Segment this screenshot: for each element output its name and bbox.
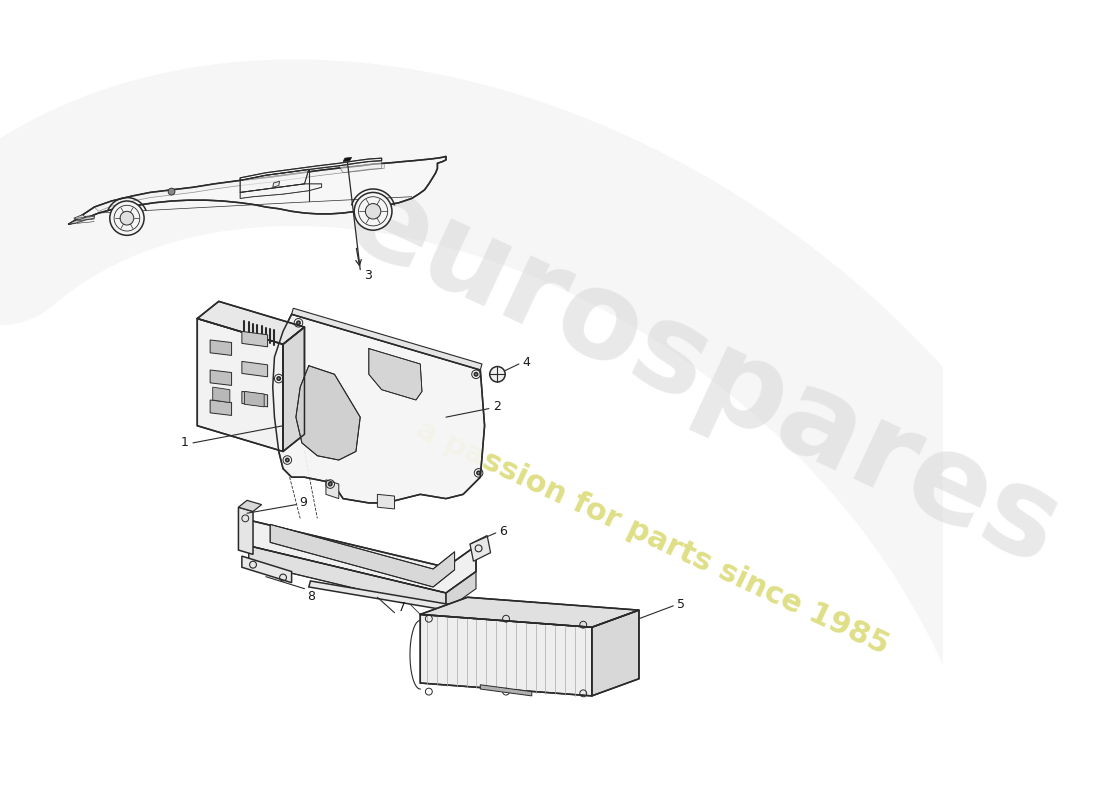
Text: a passion for parts since 1985: a passion for parts since 1985 [410, 414, 893, 660]
Text: 5: 5 [676, 598, 684, 610]
Text: 9: 9 [299, 497, 307, 510]
Polygon shape [210, 340, 232, 355]
Polygon shape [197, 302, 305, 344]
Polygon shape [309, 581, 448, 610]
Polygon shape [368, 349, 422, 400]
Text: 2: 2 [493, 400, 500, 414]
Polygon shape [377, 494, 395, 509]
Circle shape [490, 366, 505, 382]
Polygon shape [446, 571, 476, 610]
Polygon shape [420, 598, 639, 627]
Polygon shape [197, 318, 283, 451]
Polygon shape [242, 331, 267, 347]
Polygon shape [242, 556, 292, 582]
Text: 8: 8 [307, 590, 315, 603]
Polygon shape [249, 546, 446, 610]
Circle shape [110, 201, 144, 235]
Text: 3: 3 [364, 269, 373, 282]
Polygon shape [239, 507, 253, 554]
Circle shape [286, 458, 289, 462]
Polygon shape [242, 362, 267, 377]
Polygon shape [249, 520, 476, 593]
Polygon shape [74, 214, 86, 220]
Polygon shape [212, 387, 230, 402]
Circle shape [474, 373, 477, 376]
Circle shape [354, 193, 392, 230]
Circle shape [297, 321, 300, 325]
Circle shape [120, 211, 134, 225]
Polygon shape [240, 170, 309, 193]
Text: 7: 7 [398, 602, 406, 614]
Circle shape [277, 377, 280, 380]
Polygon shape [339, 161, 382, 173]
Polygon shape [240, 158, 382, 181]
Circle shape [477, 471, 481, 474]
Polygon shape [242, 391, 267, 407]
Text: 4: 4 [522, 356, 530, 369]
Text: eurospares: eurospares [329, 158, 1078, 590]
Text: 1: 1 [180, 436, 189, 450]
Polygon shape [210, 400, 232, 415]
Polygon shape [68, 215, 95, 224]
Polygon shape [592, 610, 639, 696]
Circle shape [329, 482, 332, 486]
Polygon shape [343, 158, 352, 162]
Polygon shape [271, 524, 454, 587]
Polygon shape [292, 308, 482, 370]
Polygon shape [240, 184, 321, 198]
Text: 6: 6 [499, 525, 507, 538]
Polygon shape [420, 614, 592, 696]
Circle shape [168, 188, 175, 195]
Polygon shape [95, 163, 384, 211]
Polygon shape [273, 182, 279, 187]
Polygon shape [68, 157, 446, 224]
Polygon shape [244, 391, 264, 407]
Polygon shape [296, 366, 360, 460]
Circle shape [365, 203, 381, 219]
Polygon shape [326, 480, 339, 498]
Polygon shape [210, 370, 232, 386]
Polygon shape [239, 500, 262, 511]
Polygon shape [273, 314, 485, 503]
Polygon shape [470, 535, 491, 562]
Polygon shape [481, 685, 531, 696]
Polygon shape [283, 327, 305, 451]
